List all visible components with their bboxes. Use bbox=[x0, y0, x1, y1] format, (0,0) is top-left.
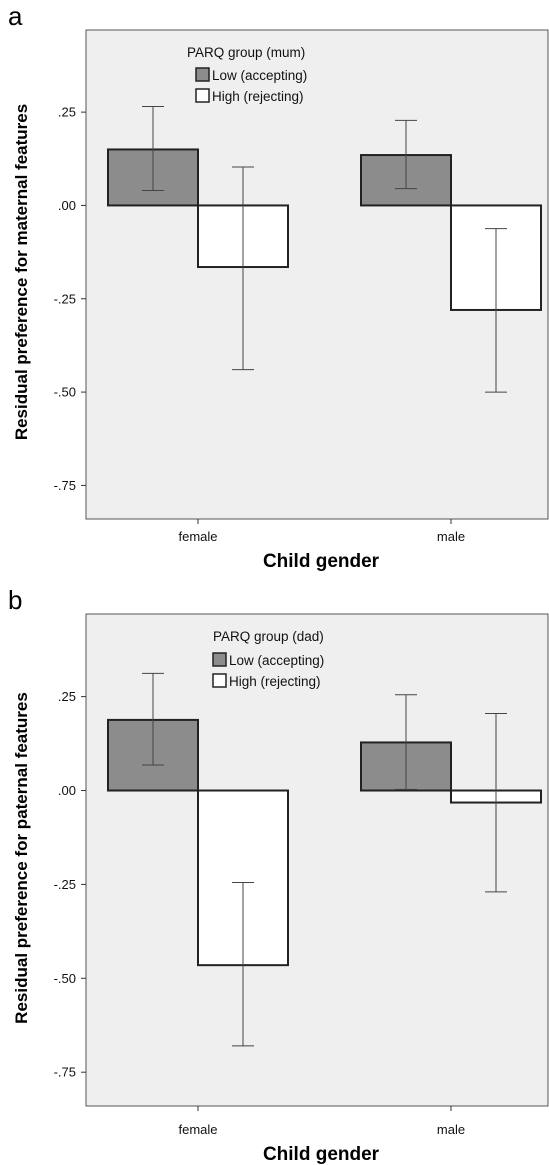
legend-entry: Low (accepting) bbox=[212, 68, 307, 83]
y-tick-label: -.75 bbox=[54, 1065, 76, 1080]
error-bar bbox=[142, 672, 164, 766]
legend-swatch bbox=[195, 88, 210, 103]
x-tick-label: female bbox=[178, 1122, 217, 1137]
panel-letter: a bbox=[8, 1, 23, 31]
y-tick-label: -.25 bbox=[54, 877, 76, 892]
x-tick-label: female bbox=[178, 529, 217, 544]
legend-entry: High (rejecting) bbox=[229, 674, 321, 689]
legend-entry: High (rejecting) bbox=[212, 89, 304, 104]
x-tick-label: male bbox=[437, 529, 465, 544]
y-tick-label: .25 bbox=[58, 689, 76, 704]
x-axis-title: Child gender bbox=[263, 1144, 380, 1165]
y-tick-label: -.50 bbox=[54, 971, 76, 986]
legend: PARQ group (dad) Low (accepting) High (rej… bbox=[212, 629, 324, 689]
error-bar bbox=[395, 119, 417, 190]
legend-swatch bbox=[212, 652, 227, 667]
legend-title: PARQ group (dad) bbox=[213, 629, 324, 644]
x-axis-title: Child gender bbox=[263, 551, 380, 572]
legend-entry: Low (accepting) bbox=[229, 653, 324, 668]
legend-swatch bbox=[195, 67, 210, 82]
error-bar bbox=[232, 882, 254, 1047]
legend-swatch bbox=[212, 673, 227, 688]
y-tick-label: .25 bbox=[58, 105, 76, 120]
legend: PARQ group (mum) Low (accepting) High (rej… bbox=[187, 45, 307, 104]
y-tick-label: -.75 bbox=[54, 478, 76, 493]
x-tick-label: male bbox=[437, 1122, 465, 1137]
panel-letter: b bbox=[8, 585, 22, 615]
error-bar bbox=[395, 694, 417, 790]
error-bar bbox=[142, 106, 164, 192]
error-bar bbox=[485, 713, 507, 893]
y-axis-title: Residual preference for maternal feature… bbox=[12, 104, 31, 440]
y-axis-title: Residual preference for paternal feature… bbox=[12, 692, 31, 1024]
y-tick-label: .00 bbox=[58, 783, 76, 798]
y-tick-label: -.25 bbox=[54, 291, 76, 306]
legend-title: PARQ group (mum) bbox=[187, 45, 305, 60]
y-tick-label: .00 bbox=[58, 198, 76, 213]
error-bar bbox=[232, 166, 254, 371]
plot-area bbox=[85, 613, 549, 1107]
chart-panel-a: a .25 .00 -.25 -.50 -.75 female male PARQ group … bbox=[8, 1, 549, 572]
error-bar bbox=[485, 228, 507, 393]
y-tick-label: -.50 bbox=[54, 385, 76, 400]
chart-panel-b: b .25 .00 -.25 -.50 -.75 female male PARQ group … bbox=[8, 585, 549, 1165]
